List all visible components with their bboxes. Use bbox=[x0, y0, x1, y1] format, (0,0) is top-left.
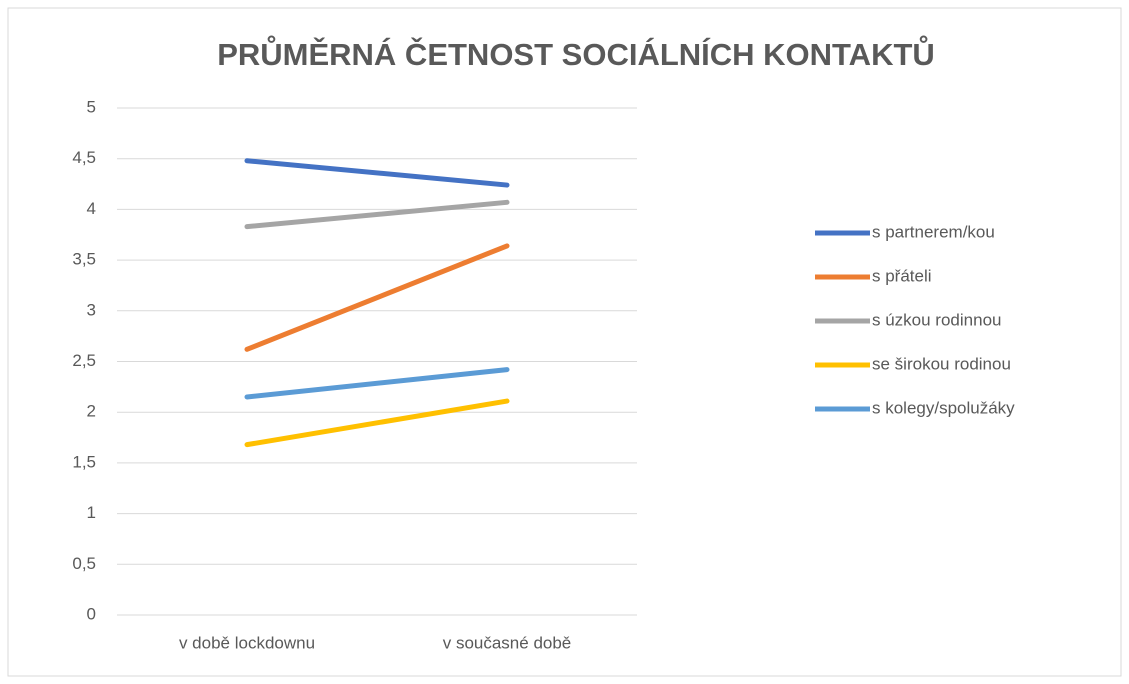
legend-label: s kolegy/spolužáky bbox=[872, 398, 1015, 417]
y-tick-label: 4 bbox=[87, 199, 96, 218]
chart-title: PRŮMĚRNÁ ČETNOST SOCIÁLNÍCH KONTAKTŮ bbox=[217, 34, 935, 72]
series-line bbox=[244, 199, 510, 230]
y-tick-label: 5 bbox=[87, 97, 96, 116]
y-tick-label: 3,5 bbox=[72, 250, 96, 269]
series-line bbox=[244, 367, 510, 400]
y-tick-label: 0 bbox=[87, 604, 96, 623]
y-tick-label: 2 bbox=[87, 402, 96, 421]
y-tick-label: 2,5 bbox=[72, 351, 96, 370]
legend-label: s úzkou rodinnou bbox=[872, 310, 1001, 329]
y-tick-label: 3 bbox=[87, 300, 96, 319]
x-tick-label: v současné době bbox=[443, 633, 572, 652]
y-tick-label: 4,5 bbox=[72, 148, 96, 167]
series-line bbox=[244, 243, 510, 352]
x-tick-label: v době lockdownu bbox=[179, 633, 315, 652]
y-tick-label: 1 bbox=[87, 503, 96, 522]
legend-label: s přáteli bbox=[872, 266, 932, 285]
series-line bbox=[244, 398, 510, 448]
series-line bbox=[244, 158, 510, 188]
y-tick-label: 0,5 bbox=[72, 554, 96, 573]
legend-label: se širokou rodinou bbox=[872, 354, 1011, 373]
legend-label: s partnerem/kou bbox=[872, 222, 995, 241]
y-tick-label: 1,5 bbox=[72, 452, 96, 471]
